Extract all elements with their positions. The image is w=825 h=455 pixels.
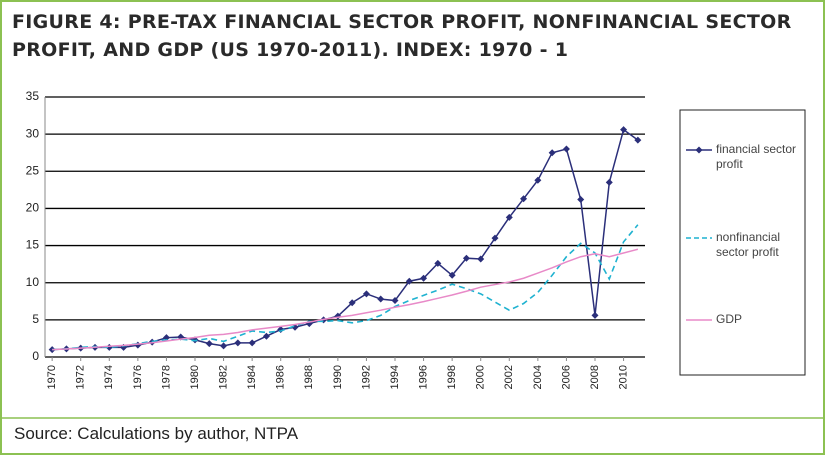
y-tick-label: 10: [26, 275, 40, 289]
y-tick-label: 5: [32, 312, 39, 326]
x-tick-label: 1970: [46, 365, 58, 389]
marker: [634, 136, 642, 144]
marker: [520, 195, 528, 203]
x-tick-label: 2006: [560, 365, 572, 389]
marker: [377, 295, 385, 303]
marker: [391, 297, 399, 305]
marker: [434, 259, 442, 267]
marker: [505, 213, 513, 221]
x-tick-label: 1994: [389, 365, 401, 389]
y-tick-label: 35: [26, 89, 40, 103]
marker: [562, 145, 570, 153]
legend-label: GDP: [716, 312, 743, 326]
series-line: [52, 224, 639, 351]
marker: [462, 254, 470, 262]
chart-title: FIGURE 4: PRE-TAX FINANCIAL SECTOR PROFI…: [12, 11, 792, 61]
y-tick-label: 30: [26, 126, 40, 140]
x-tick-label: 1998: [446, 365, 458, 389]
x-tick-label: 1980: [189, 365, 201, 389]
marker: [577, 196, 585, 204]
legend-label: financial sector profit: [716, 142, 797, 171]
marker: [248, 339, 256, 347]
legend-marker: [695, 146, 703, 154]
marker: [477, 255, 485, 263]
x-tick-label: 1992: [360, 365, 372, 389]
marker: [620, 126, 628, 134]
marker: [205, 340, 213, 348]
marker: [262, 332, 270, 340]
source: Source: Calculations by author, NTPA: [14, 424, 299, 443]
marker: [420, 274, 428, 282]
x-tick-label: 1988: [303, 365, 315, 389]
y-tick-label: 20: [26, 201, 40, 215]
marker: [405, 277, 413, 285]
x-tick-label: 2002: [503, 365, 515, 389]
x-tick-label: 2008: [589, 365, 601, 389]
series-line: [52, 248, 639, 351]
x-tick-label: 1982: [217, 365, 229, 389]
marker: [348, 299, 356, 307]
marker: [534, 176, 542, 184]
marker: [362, 290, 370, 298]
x-tick-label: 2000: [475, 365, 487, 389]
marker: [291, 323, 299, 331]
y-tick-label: 15: [26, 238, 40, 252]
marker: [548, 149, 556, 157]
marker: [591, 311, 599, 319]
x-tick-label: 1974: [103, 365, 115, 389]
legend-label: nonfinancial sector profit: [716, 230, 781, 259]
y-tick-label: 0: [32, 349, 39, 363]
marker: [220, 342, 228, 350]
marker: [491, 234, 499, 242]
x-tick-label: 1984: [246, 365, 258, 389]
x-tick-label: 2004: [532, 365, 544, 389]
x-tick-label: 1976: [132, 365, 144, 389]
x-tick-label: 1996: [417, 365, 429, 389]
x-tick-label: 1978: [160, 365, 172, 389]
x-tick-label: 1986: [275, 365, 287, 389]
marker: [448, 271, 456, 279]
x-tick-label: 2010: [617, 365, 629, 389]
y-tick-label: 25: [26, 163, 40, 177]
marker: [605, 178, 613, 186]
x-tick-label: 1972: [75, 365, 87, 389]
x-tick-label: 1990: [332, 365, 344, 389]
marker: [234, 339, 242, 347]
legend-box: [679, 109, 806, 376]
